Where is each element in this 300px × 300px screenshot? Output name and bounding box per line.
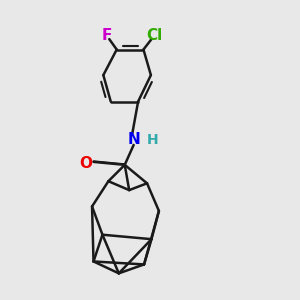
Text: H: H bbox=[147, 133, 158, 147]
Text: F: F bbox=[102, 28, 112, 43]
Text: O: O bbox=[80, 156, 93, 171]
Text: N: N bbox=[127, 132, 140, 147]
Text: Cl: Cl bbox=[146, 28, 163, 43]
